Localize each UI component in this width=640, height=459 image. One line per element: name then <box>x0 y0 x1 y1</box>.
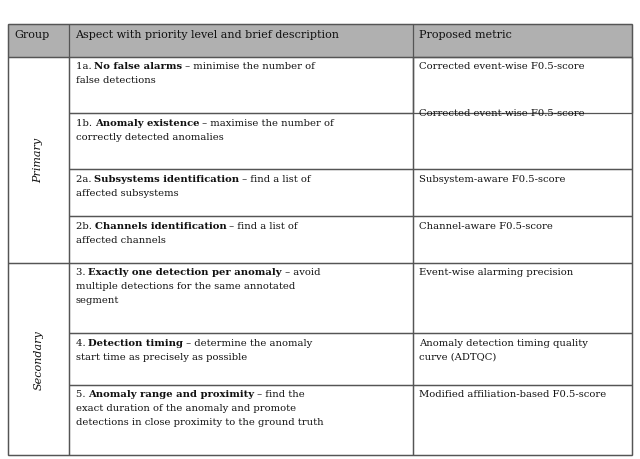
Bar <box>69 217 413 263</box>
Text: 2a.: 2a. <box>76 174 94 184</box>
Bar <box>69 170 413 217</box>
Text: Aspect with priority level and brief description: Aspect with priority level and brief des… <box>76 30 339 40</box>
Text: Anomaly range and proximity: Anomaly range and proximity <box>88 390 254 398</box>
Text: exact duration of the anomaly and promote: exact duration of the anomaly and promot… <box>76 403 296 413</box>
Text: – maximise the number of: – maximise the number of <box>199 118 334 127</box>
Text: Modified affiliation-based F0.5-score: Modified affiliation-based F0.5-score <box>419 390 607 398</box>
Text: – determine the anomaly: – determine the anomaly <box>183 338 312 347</box>
Bar <box>413 170 632 217</box>
Text: Detection timing: Detection timing <box>88 338 183 347</box>
Text: segment: segment <box>76 296 119 305</box>
Text: correctly detected anomalies: correctly detected anomalies <box>76 132 223 141</box>
Text: Exactly one detection per anomaly: Exactly one detection per anomaly <box>88 268 282 277</box>
Text: Event-wise alarming precision: Event-wise alarming precision <box>419 268 573 277</box>
Text: 1b.: 1b. <box>76 118 95 127</box>
Bar <box>8 25 632 57</box>
Text: Anomaly existence: Anomaly existence <box>95 118 199 127</box>
Bar <box>413 385 632 455</box>
Text: – find a list of: – find a list of <box>227 221 298 230</box>
Text: Group: Group <box>14 30 49 40</box>
Text: No false alarms: No false alarms <box>94 62 182 71</box>
Text: Subsystem-aware F0.5-score: Subsystem-aware F0.5-score <box>419 174 566 184</box>
Text: multiple detections for the same annotated: multiple detections for the same annotat… <box>76 282 295 291</box>
Text: Proposed metric: Proposed metric <box>419 30 512 40</box>
Text: 2b.: 2b. <box>76 221 95 230</box>
Bar <box>69 334 413 385</box>
Text: Subsystems identification: Subsystems identification <box>94 174 239 184</box>
Text: Primary: Primary <box>33 138 44 183</box>
Text: Secondary: Secondary <box>33 330 44 389</box>
Bar <box>69 57 413 114</box>
Text: – avoid: – avoid <box>282 268 320 277</box>
Text: – find a list of: – find a list of <box>239 174 311 184</box>
Text: affected subsystems: affected subsystems <box>76 189 178 197</box>
Text: 3.: 3. <box>76 268 88 277</box>
Bar <box>69 385 413 455</box>
Text: 5.: 5. <box>76 390 88 398</box>
Bar <box>413 263 632 334</box>
Bar <box>413 57 632 114</box>
Text: – find the: – find the <box>254 390 305 398</box>
Text: Corrected event-wise F0.5-score: Corrected event-wise F0.5-score <box>419 109 585 118</box>
Text: start time as precisely as possible: start time as precisely as possible <box>76 352 247 361</box>
Text: affected channels: affected channels <box>76 235 165 244</box>
Text: 4.: 4. <box>76 338 88 347</box>
Text: – minimise the number of: – minimise the number of <box>182 62 316 71</box>
Bar <box>69 263 413 334</box>
Text: Channel-aware F0.5-score: Channel-aware F0.5-score <box>419 221 553 230</box>
Text: false detections: false detections <box>76 76 156 85</box>
Bar <box>413 217 632 263</box>
Bar <box>8 57 69 263</box>
Text: Channels identification: Channels identification <box>95 221 227 230</box>
Text: 1a.: 1a. <box>76 62 94 71</box>
Text: Corrected event-wise F0.5-score: Corrected event-wise F0.5-score <box>419 62 585 71</box>
Bar <box>413 57 632 170</box>
Text: detections in close proximity to the ground truth: detections in close proximity to the gro… <box>76 417 323 426</box>
Bar <box>413 334 632 385</box>
Text: curve (ADTQC): curve (ADTQC) <box>419 352 497 361</box>
Bar <box>69 114 413 170</box>
Bar <box>8 263 69 455</box>
Text: Anomaly detection timing quality: Anomaly detection timing quality <box>419 338 588 347</box>
